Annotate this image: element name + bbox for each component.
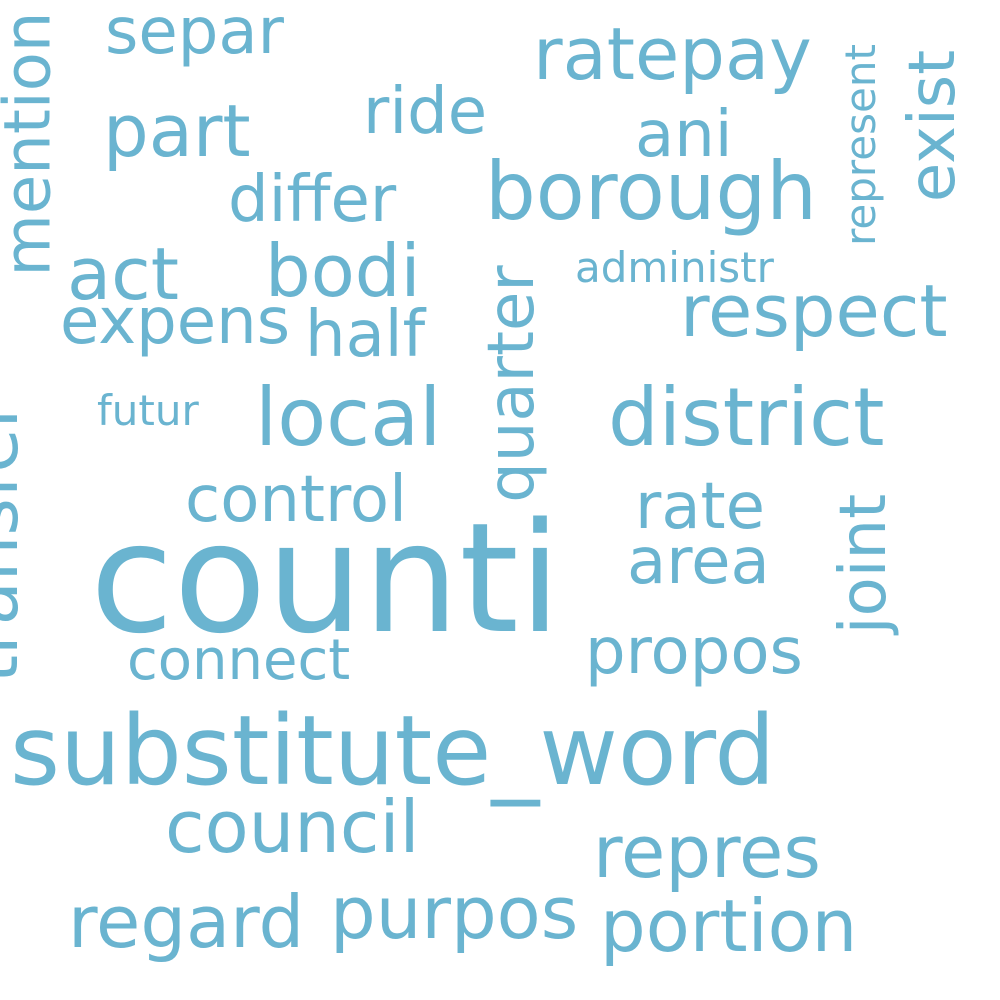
word-borough: borough	[485, 145, 817, 238]
word-ride: ride	[363, 75, 488, 149]
word-respect: respect	[680, 269, 948, 353]
word-local: local	[255, 371, 442, 464]
word-ratepay: ratepay	[533, 12, 812, 96]
word-exist: exist	[896, 49, 971, 203]
word-expens: expens	[60, 285, 291, 359]
word-administr: administr	[575, 243, 774, 292]
word-futur: futur	[97, 386, 199, 435]
word-mention: mention	[0, 11, 66, 277]
word-area: area	[627, 525, 770, 599]
word-represent: represent	[835, 44, 885, 246]
word-repres: repres	[593, 810, 821, 894]
word-council: council	[165, 785, 420, 869]
word-control: control	[185, 463, 407, 537]
word-connect: connect	[127, 628, 351, 693]
word-ani: ani	[635, 98, 733, 172]
word-rate: rate	[635, 470, 765, 544]
word-quarter: quarter	[474, 265, 549, 503]
word-bodi: bodi	[265, 229, 421, 313]
word-counti: counti	[90, 490, 562, 667]
word-purpos: purpos	[330, 871, 579, 955]
word-propos: propos	[585, 615, 803, 689]
word-separ: separ	[105, 0, 284, 69]
word-district: district	[608, 371, 885, 464]
word-joint: joint	[827, 493, 902, 635]
word-transfer: transfer	[0, 398, 35, 684]
word-differ: differ	[228, 163, 397, 237]
word-act: act	[67, 232, 179, 316]
word-substitute-word: substitute_word	[10, 695, 776, 807]
word-portion: portion	[600, 884, 858, 968]
word-half: half	[305, 298, 426, 372]
word-part: part	[103, 89, 251, 173]
word-regard: regard	[68, 880, 305, 964]
